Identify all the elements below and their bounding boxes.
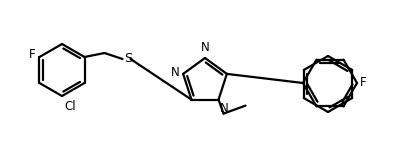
Text: N: N	[171, 66, 179, 79]
Text: N: N	[201, 41, 209, 54]
Text: F: F	[360, 77, 367, 89]
Text: N: N	[220, 102, 228, 115]
Text: S: S	[124, 53, 133, 66]
Text: Cl: Cl	[64, 100, 75, 113]
Text: F: F	[29, 48, 35, 61]
